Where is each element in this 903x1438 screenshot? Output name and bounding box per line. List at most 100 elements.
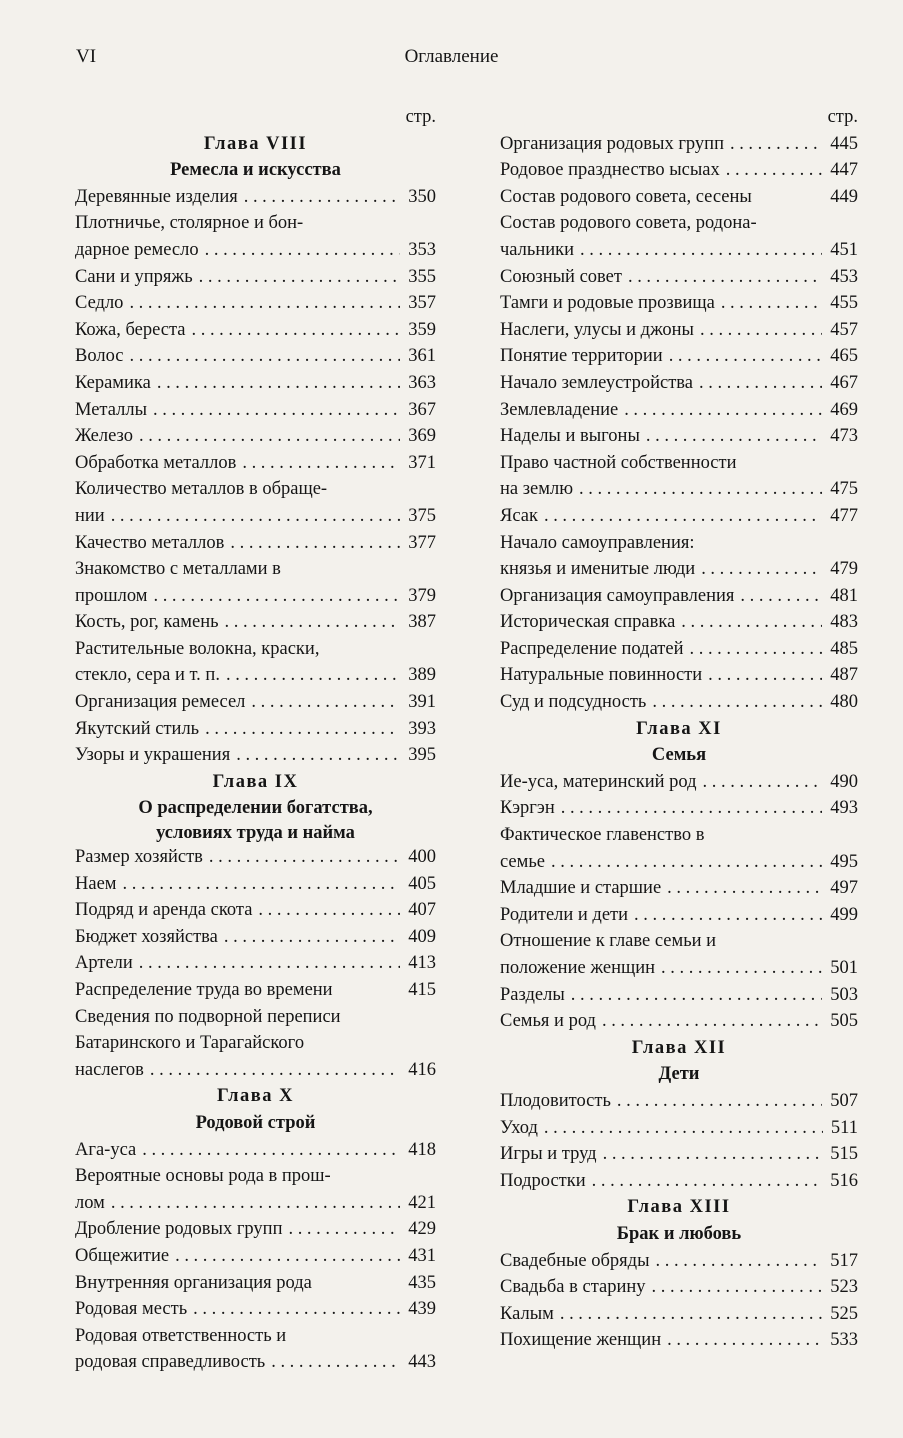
entry-page-number: 387 [408, 612, 436, 633]
toc-entry[interactable]: Кожа, береста...........................… [75, 317, 436, 344]
toc-entry[interactable]: Наслеги, улусы и джоны..................… [500, 317, 858, 344]
entry-page-number: 495 [830, 851, 858, 872]
toc-entry[interactable]: Суд и подсудность.......................… [500, 689, 858, 716]
dot-leader: ........................................… [579, 479, 822, 500]
toc-entry[interactable]: Кость, рог, камень......................… [75, 609, 436, 636]
entry-title: Родовая ответственность и [75, 1325, 287, 1346]
toc-entry[interactable]: Состав родового совета, родона-чальники.… [500, 210, 858, 263]
toc-entry[interactable]: Размер хозяйств.........................… [75, 844, 436, 871]
toc-entry[interactable]: Землевладение...........................… [500, 397, 858, 424]
toc-entry[interactable]: Вероятные основы рода в прош-лом........… [75, 1163, 436, 1216]
toc-entry[interactable]: Ие-уса, материнский род.................… [500, 769, 858, 796]
dot-leader: ........................................… [223, 926, 400, 947]
toc-entry[interactable]: Состав родового совета, сесены 449 [500, 184, 858, 211]
toc-entry[interactable]: Младшие и старшие.......................… [500, 875, 858, 902]
toc-entry[interactable]: Начало самоуправления: князья и именитые … [500, 530, 858, 583]
toc-entry[interactable]: Историческая справка....................… [500, 609, 858, 636]
toc-entry[interactable]: Кэргэн..................................… [500, 795, 858, 822]
toc-entry[interactable]: Бюджет хозяйства........................… [75, 924, 436, 951]
toc-entry[interactable]: Артели..................................… [75, 950, 436, 977]
entry-title: Союзный совет [500, 266, 622, 287]
entry-title: Дробление родовых групп [75, 1219, 283, 1240]
toc-entry[interactable]: Ага-уса.................................… [75, 1137, 436, 1164]
entry-page-number: 465 [830, 346, 858, 367]
toc-entry[interactable]: Металлы.................................… [75, 397, 436, 424]
dot-leader: ........................................… [668, 346, 823, 367]
toc-column-right: стр. Организация родовых групп...........… [500, 104, 858, 1354]
entry-title: Бюджет хозяйства [75, 926, 218, 947]
toc-entry[interactable]: Узоры и украшения.......................… [75, 742, 436, 769]
entry-title: Начало землеустройства [500, 372, 693, 393]
toc-entry[interactable]: Плотничье, столярное и бон-дарное ремесл… [75, 210, 436, 263]
entry-page-number: 533 [830, 1330, 858, 1351]
toc-entry[interactable]: Подряд и аренда скота...................… [75, 897, 436, 924]
entry-page-number: 355 [408, 266, 436, 287]
toc-entry[interactable]: Ясак....................................… [500, 503, 858, 530]
toc-entry[interactable]: Организация ремесел.....................… [75, 689, 436, 716]
toc-entry[interactable]: Внутренняя организация рода 435 [75, 1270, 436, 1297]
toc-entry[interactable]: Керамика................................… [75, 370, 436, 397]
toc-entry[interactable]: Право частной собственности на землю.....… [500, 450, 858, 503]
toc-entry[interactable]: Понятие территории......................… [500, 343, 858, 370]
toc-entry[interactable]: Натуральные повинности..................… [500, 662, 858, 689]
entry-page-number: 523 [830, 1277, 858, 1298]
toc-entry[interactable]: Родовое празднество ысыах...............… [500, 157, 858, 184]
toc-entry[interactable]: Подростки...............................… [500, 1168, 858, 1195]
toc-entry[interactable]: Семья и род.............................… [500, 1008, 858, 1035]
entry-page-number: 457 [830, 319, 858, 340]
toc-entry[interactable]: Начало землеустройства..................… [500, 370, 858, 397]
toc-entry[interactable]: Организация самоуправления..............… [500, 583, 858, 610]
toc-entry[interactable]: Фактическое главенство в семье...........… [500, 822, 858, 875]
toc-entry[interactable]: Плодовитость............................… [500, 1088, 858, 1115]
page-column-label: стр. [500, 104, 858, 131]
toc-entry[interactable]: Похищение женщин........................… [500, 1327, 858, 1354]
entry-title: Тамги и родовые прозвища [500, 293, 715, 314]
toc-entry[interactable]: Родовая месть...........................… [75, 1296, 436, 1323]
dot-leader: ........................................… [271, 1352, 401, 1373]
toc-entry[interactable]: Организация родовых групп...............… [500, 131, 858, 158]
heading-text: Семья [651, 745, 707, 766]
page-title: Оглавление [404, 46, 499, 67]
toc-entry[interactable]: Количество металлов в обраще-нии........… [75, 476, 436, 529]
toc-entry[interactable]: Игры и труд.............................… [500, 1141, 858, 1168]
entry-title: Историческая справка [500, 612, 676, 633]
toc-entry[interactable]: Наем....................................… [75, 871, 436, 898]
dot-leader: ........................................… [655, 1250, 823, 1271]
entry-title: нии [75, 505, 105, 526]
toc-entry[interactable]: Родители и дети.........................… [500, 902, 858, 929]
toc-entry[interactable]: Растительные волокна, краски, стекло, сер… [75, 636, 436, 689]
toc-entry[interactable]: Седло...................................… [75, 290, 436, 317]
entry-title: Наем [75, 873, 117, 894]
toc-entry[interactable]: Знакомство с металлами в прошлом.........… [75, 556, 436, 609]
toc-entry[interactable]: Свадебные обряды........................… [500, 1248, 858, 1275]
dot-leader [312, 1270, 400, 1297]
entry-title: чальники [500, 239, 575, 260]
toc-entry[interactable]: Сани и упряжь...........................… [75, 264, 436, 291]
heading-text: Глава X [216, 1086, 295, 1107]
toc-entry[interactable]: Железо..................................… [75, 423, 436, 450]
toc-entry[interactable]: Уход....................................… [500, 1115, 858, 1142]
toc-entry[interactable]: Волос...................................… [75, 343, 436, 370]
toc-entry[interactable]: Отношение к главе семьи и положение женщи… [500, 928, 858, 981]
entry-title: Плодовитость [500, 1090, 611, 1111]
toc-entry[interactable]: Распределение податей...................… [500, 636, 858, 663]
toc-entry[interactable]: Сведения по подворной переписи Батаринско… [75, 1004, 436, 1084]
toc-entry[interactable]: Обработка металлов......................… [75, 450, 436, 477]
toc-entry[interactable]: Тамги и родовые прозвища................… [500, 290, 858, 317]
toc-entry[interactable]: Родовая ответственность и родовая справед… [75, 1323, 436, 1376]
toc-entry[interactable]: Дробление родовых групп.................… [75, 1216, 436, 1243]
dot-leader: ........................................… [110, 505, 401, 526]
toc-entry[interactable]: Якутский стиль..........................… [75, 716, 436, 743]
toc-entry[interactable]: Союзный совет...........................… [500, 264, 858, 291]
toc-entry[interactable]: Общежитие...............................… [75, 1243, 436, 1270]
toc-entry[interactable]: Свадьба в старину.......................… [500, 1274, 858, 1301]
chapter-title: Ремесла и искусства [75, 157, 436, 184]
toc-entry[interactable]: Деревянные изделия......................… [75, 184, 436, 211]
toc-entry[interactable]: Разделы.................................… [500, 982, 858, 1009]
toc-entry[interactable]: Распределение труда во времени 415 [75, 977, 436, 1004]
toc-entry[interactable]: Калым...................................… [500, 1301, 858, 1328]
entry-title: Право частной собственности [500, 452, 737, 473]
entry-page-number: 435 [408, 1272, 436, 1293]
toc-entry[interactable]: Качество металлов.......................… [75, 530, 436, 557]
toc-entry[interactable]: Наделы и выгоны.........................… [500, 423, 858, 450]
